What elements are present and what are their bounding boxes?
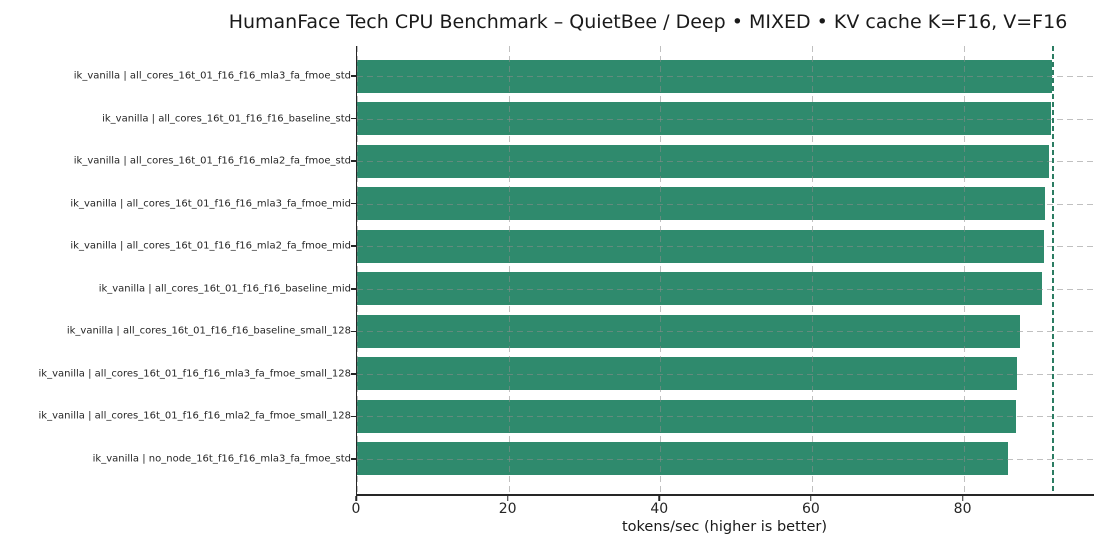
y-tick (351, 330, 356, 333)
y-tick (351, 160, 356, 162)
x-tick (810, 496, 812, 501)
gridline-horizontal (357, 76, 1094, 77)
y-tick (351, 373, 356, 375)
y-axis-category-label: ik_vanilla | no_node_16t_f16_f16_mla3_fa… (92, 453, 351, 465)
x-tick (658, 496, 661, 501)
plot-area (356, 46, 1094, 496)
x-tick (355, 496, 357, 501)
y-tick (351, 415, 356, 418)
x-tick-label: 20 (498, 501, 517, 517)
x-tick-label: 60 (802, 501, 820, 517)
y-axis-category-label: ik_vanilla | all_cores_16t_01_f16_f16_ba… (66, 325, 351, 337)
gridline-horizontal (357, 118, 1094, 120)
y-tick (351, 117, 356, 120)
gridline-horizontal (357, 203, 1094, 205)
x-tick (961, 496, 964, 501)
x-axis-label: tokens/sec (higher is better) (621, 519, 828, 535)
x-tick-label: 0 (351, 501, 361, 517)
gridline-horizontal (357, 416, 1094, 418)
gridline-horizontal (357, 458, 1094, 460)
y-axis-category-label: ik_vanilla | all_cores_16t_01_f16_f16_ml… (73, 70, 351, 82)
gridline-horizontal (357, 246, 1094, 248)
x-tick-label: 40 (650, 501, 669, 517)
gridline-vertical (660, 46, 662, 494)
y-axis-category-label: ik_vanilla | all_cores_16t_01_f16_f16_ml… (38, 410, 351, 422)
x-tick-label: 80 (953, 501, 972, 517)
gridline-horizontal (357, 288, 1094, 290)
y-axis-category-label: ik_vanilla | all_cores_16t_01_f16_f16_ba… (98, 283, 351, 295)
y-tick (351, 458, 356, 460)
gridline-vertical (357, 46, 358, 494)
y-tick (351, 202, 356, 205)
y-axis-category-label: ik_vanilla | all_cores_16t_01_f16_f16_ba… (102, 113, 351, 125)
gridline-vertical (963, 46, 965, 494)
gridline-horizontal (357, 373, 1094, 375)
chart-title: HumanFace Tech CPU Benchmark – QuietBee … (228, 11, 1068, 33)
x-tick (506, 496, 509, 501)
y-axis-category-label: ik_vanilla | all_cores_16t_01_f16_f16_ml… (38, 368, 351, 380)
y-tick (351, 288, 356, 290)
best-value-reference-line (1051, 46, 1054, 494)
y-tick (351, 75, 356, 77)
gridline-vertical (811, 46, 813, 494)
y-axis-category-label: ik_vanilla | all_cores_16t_01_f16_f16_ml… (73, 155, 351, 167)
y-axis-category-label: ik_vanilla | all_cores_16t_01_f16_f16_ml… (70, 240, 351, 252)
gridline-horizontal (357, 331, 1094, 333)
y-axis-category-label: ik_vanilla | all_cores_16t_01_f16_f16_ml… (70, 198, 351, 210)
gridline-vertical (508, 46, 510, 494)
y-tick (351, 245, 356, 247)
gridline-horizontal (357, 161, 1094, 163)
